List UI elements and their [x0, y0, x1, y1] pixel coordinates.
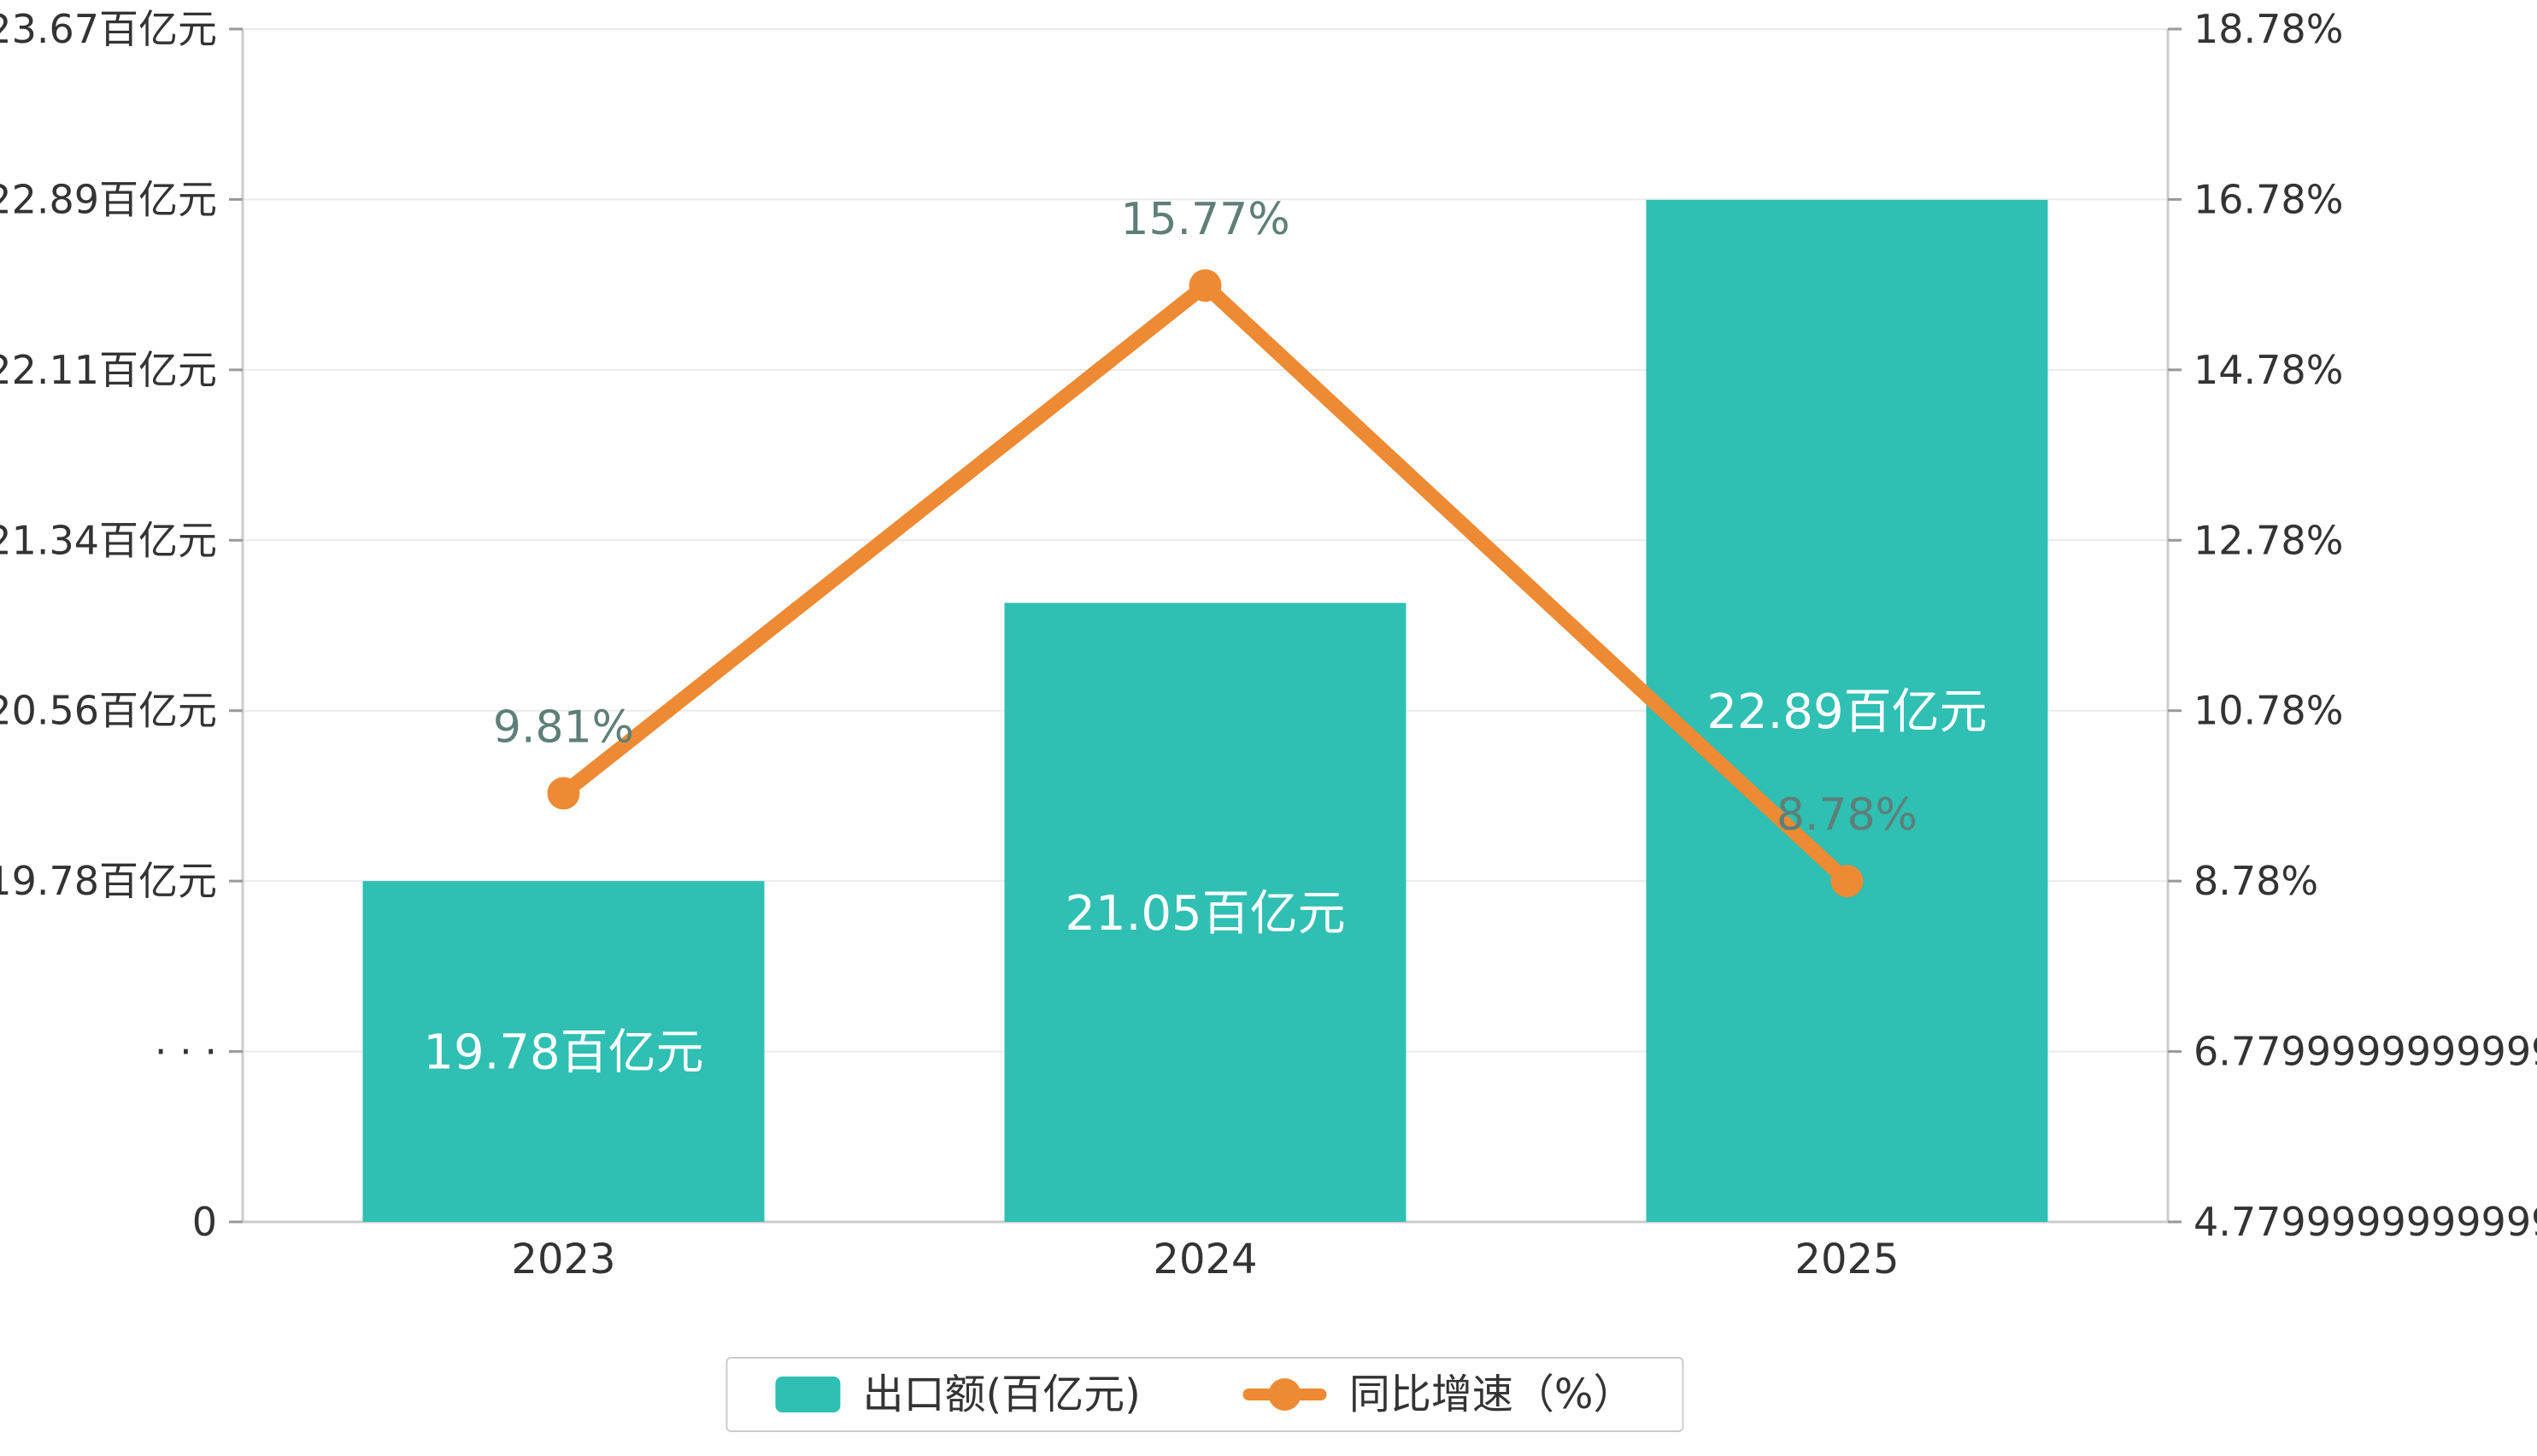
left-axis-tick-label: 23.67百亿元: [0, 6, 217, 52]
right-axis-tick-label: 8.78%: [2193, 858, 2318, 904]
line-value-label: 8.78%: [1776, 790, 1917, 841]
bar: [1004, 602, 1407, 1222]
left-axis-tick-label: 19.78百亿元: [0, 858, 217, 904]
bar: [1646, 199, 2048, 1222]
left-axis-tick-label: · · ·: [155, 1029, 217, 1075]
line-point: [547, 777, 580, 810]
legend: 出口额(百亿元) 同比增速（%）: [725, 1357, 1684, 1432]
right-axis-tick-label: 14.78%: [2193, 347, 2343, 393]
x-axis-label: 2023: [511, 1236, 615, 1283]
legend-bar-label: 出口额(百亿元): [862, 1371, 1141, 1418]
x-axis-label: 2025: [1794, 1236, 1899, 1283]
legend-item-growth[interactable]: 同比增速（%）: [1242, 1371, 1635, 1418]
line-point: [1189, 269, 1222, 302]
line-swatch-icon: [1242, 1377, 1327, 1412]
left-axis-tick-label: 20.56百亿元: [0, 688, 217, 734]
legend-item-export[interactable]: 出口额(百亿元): [775, 1371, 1141, 1418]
right-axis-tick-label: 18.78%: [2193, 6, 2343, 52]
legend-line-label: 同比增速（%）: [1348, 1371, 1635, 1418]
line-swatch-dot: [1268, 1378, 1301, 1411]
bar-value-label: 22.89百亿元: [1706, 684, 1987, 740]
bar-swatch-icon: [775, 1377, 841, 1412]
left-axis-tick-label: 22.89百亿元: [0, 176, 217, 222]
right-axis-tick-label: 16.78%: [2193, 176, 2343, 222]
bar-value-label: 21.05百亿元: [1065, 886, 1345, 942]
right-axis-tick-label: 12.78%: [2193, 517, 2343, 563]
line-value-label: 15.77%: [1120, 194, 1289, 245]
left-axis-tick-label: 22.11百亿元: [0, 347, 217, 393]
right-axis-tick-label: 6.779999999999999%: [2193, 1029, 2537, 1075]
bar-value-label: 19.78百亿元: [423, 1025, 703, 1081]
left-axis-tick-label: 21.34百亿元: [0, 517, 217, 563]
line-point: [1830, 865, 1864, 898]
left-axis-tick-label: 0: [192, 1199, 217, 1245]
right-axis-tick-label: 10.78%: [2193, 688, 2343, 734]
bar: [362, 881, 765, 1222]
right-axis-tick-label: 4.779999999999999%: [2193, 1199, 2537, 1245]
line-value-label: 9.81%: [493, 702, 634, 753]
x-axis-label: 2024: [1153, 1236, 1257, 1283]
